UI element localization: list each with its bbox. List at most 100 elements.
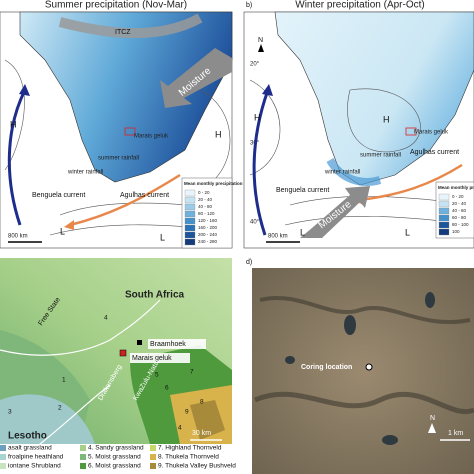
summer-label: summer rainfall: [360, 153, 401, 159]
country-label: Lesotho: [8, 431, 47, 442]
legend-swatch: [0, 463, 6, 469]
north-label: N: [258, 37, 263, 44]
panel-label: b): [246, 2, 252, 9]
site-box: [124, 127, 136, 136]
legend-label: 0 - 20: [198, 190, 210, 195]
legend-label: 5. Moist grassland: [88, 454, 141, 461]
agulhas-arrow: [69, 173, 181, 227]
legend-label: 20 - 40: [452, 201, 467, 206]
panel-label: d): [246, 259, 252, 266]
legend-label: 6. Moist grassland: [88, 463, 141, 470]
wetland: [425, 292, 435, 308]
wetland: [382, 435, 398, 445]
legend-box: [0, 444, 232, 474]
legend-swatch: [438, 214, 450, 222]
veg-zone: [190, 400, 225, 440]
legend-label: 120 - 160: [198, 218, 218, 223]
zone-number: 8: [200, 399, 204, 406]
legend-swatch: [184, 217, 196, 225]
label-bg: [148, 339, 206, 349]
benguela-arrow: [7, 89, 27, 226]
isobar: [249, 79, 281, 176]
legend-swatch: [184, 238, 196, 246]
legend-label: 200 - 240: [198, 232, 218, 237]
legend-label: 0 - 20: [452, 194, 464, 199]
label-bg: [130, 353, 190, 363]
legend-swatch: [184, 224, 196, 232]
legend-label: 8. Thukela Thornveld: [158, 454, 219, 461]
high-label: H: [10, 119, 17, 129]
site-box: [405, 127, 417, 136]
legend: Mean monthly precipitation (mm) 0 - 20 20 …: [181, 177, 255, 249]
panel-d: d) Coring location N 1 km: [246, 259, 474, 474]
legend-swatch: [0, 454, 6, 460]
wetland: [344, 315, 356, 335]
legend-swatch: [150, 463, 156, 469]
zone-number: 5: [155, 372, 159, 379]
winter-label: winter rainfall: [324, 170, 360, 176]
lat-label: 40°: [250, 220, 260, 226]
agulhas-label: Agulhas current: [120, 192, 169, 199]
terrain: [253, 391, 474, 415]
agulhas-label: Agulhas current: [410, 149, 459, 156]
legend-label: 20 - 40: [198, 197, 213, 202]
legend-label: 80 - 100: [452, 222, 469, 227]
scale-label: 1 km: [448, 430, 463, 437]
arrow-head: [262, 84, 273, 96]
legend-label: 100: [452, 229, 460, 234]
panel-b: b) Winter precipitation (Apr-Oct) N 20° …: [243, 0, 474, 249]
boundary: [39, 384, 111, 445]
panel-title: Winter precipitation (Apr-Oct): [295, 0, 424, 11]
legend-label: 7. Highland Thornveld: [158, 445, 222, 452]
legend-swatch: [150, 454, 156, 460]
legend: Mean monthly precipitation 0 - 20 20 - 40 4…: [435, 181, 474, 239]
veg-zone: [0, 394, 95, 444]
legend-label: asalt grassland: [8, 445, 52, 452]
site-label: Marais geluk: [414, 130, 449, 136]
scale-label: 800 km: [268, 234, 288, 240]
moisture-arrow: [160, 48, 232, 108]
legend-swatch: [438, 221, 450, 229]
zone-number: 4: [178, 425, 182, 432]
legend-title: Mean monthly precipitation (mm): [184, 181, 255, 186]
legend-label: 40 - 60: [452, 208, 467, 213]
zone-number: 1: [62, 377, 66, 384]
legend-label: 160 - 200: [198, 225, 218, 230]
site-marker: [137, 340, 142, 345]
legend-label: 80 - 120: [198, 211, 215, 216]
low-label: L: [160, 232, 165, 242]
legend-swatch: [184, 196, 196, 204]
low-label: L: [405, 227, 410, 237]
benguela-arrow: [252, 89, 270, 236]
site-label: Coring location: [301, 364, 352, 371]
arrow-head: [19, 84, 30, 96]
legend-swatch: [150, 445, 156, 451]
legend-label: froalpine heathland: [8, 454, 64, 461]
legend-swatch: [0, 445, 6, 451]
legend-swatch: [80, 463, 86, 469]
north-arrow: [428, 423, 436, 433]
legend-label: 240 - 280: [198, 239, 218, 244]
wetland: [285, 356, 295, 364]
summer-label: summer rainfall: [98, 156, 139, 162]
zone-number: 7: [190, 369, 194, 376]
legend-swatch: [184, 189, 196, 197]
high-label: H: [215, 129, 222, 139]
lat-label: 20°: [250, 62, 260, 68]
zone-number: 9: [185, 409, 189, 416]
site-marker: [119, 349, 127, 357]
legend-label: 60 - 80: [452, 215, 467, 220]
legend-swatch: [80, 445, 86, 451]
zone-number: 3: [8, 409, 12, 416]
legend-swatch: [438, 207, 450, 215]
isobar: [347, 88, 421, 153]
scale-label: 30 km: [192, 430, 211, 437]
north-label: N: [430, 415, 435, 422]
scale-label: 800 km: [8, 234, 28, 240]
legend-label: 9. Thukela Valley Bushveld: [158, 463, 236, 470]
legend-swatch: [80, 454, 86, 460]
winter-label: winter rainfall: [67, 170, 103, 176]
zone-number: 6: [165, 385, 169, 392]
legend-swatch: [438, 200, 450, 208]
